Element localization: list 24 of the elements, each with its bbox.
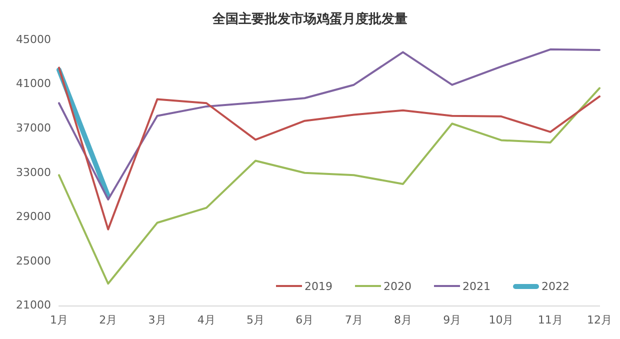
y-tick-label: 29000 <box>16 210 51 224</box>
legend-label: 2019 <box>304 280 333 293</box>
y-tick-label: 21000 <box>16 298 51 312</box>
x-tick-label: 1月 <box>50 313 68 326</box>
y-tick-label: 41000 <box>16 77 51 90</box>
x-tick-label: 5月 <box>246 313 265 326</box>
legend-label: 2022 <box>542 280 570 293</box>
y-tick-label: 25000 <box>16 254 51 268</box>
x-tick-label: 3月 <box>148 313 166 326</box>
y-tick-label: 33000 <box>16 166 51 179</box>
y-tick-label: 45000 <box>16 32 51 46</box>
x-tick-label: 11月 <box>538 313 563 326</box>
y-tick-label: 37000 <box>16 121 51 134</box>
legend-label: 2020 <box>384 280 412 293</box>
x-tick-label: 2月 <box>99 313 118 326</box>
x-tick-label: 6月 <box>296 313 314 326</box>
chart-title: 全国主要批发市场鸡蛋月度批发量 <box>212 10 408 28</box>
x-tick-label: 12月 <box>587 313 612 326</box>
legend-label: 2021 <box>462 280 491 293</box>
x-tick-label: 8月 <box>394 313 412 326</box>
x-tick-label: 10月 <box>488 313 514 326</box>
x-tick-label: 9月 <box>443 313 462 326</box>
x-tick-label: 7月 <box>344 313 363 326</box>
x-tick-label: 4月 <box>197 313 216 326</box>
